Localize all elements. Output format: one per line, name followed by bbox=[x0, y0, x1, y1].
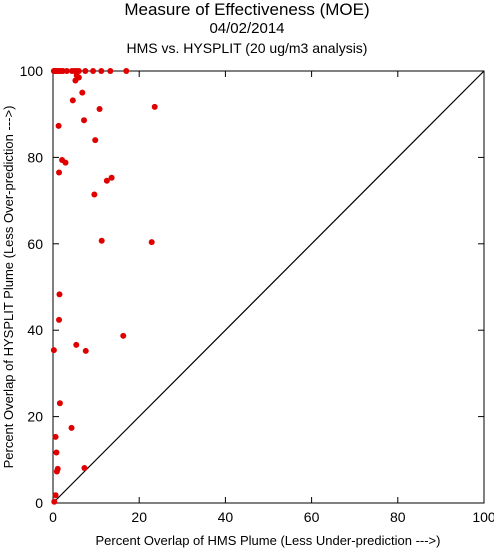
data-point bbox=[148, 239, 155, 246]
y-tick-label: 60 bbox=[27, 236, 43, 252]
data-point bbox=[98, 68, 105, 74]
data-point bbox=[92, 137, 99, 144]
data-point bbox=[52, 433, 59, 440]
x-axis-label: Percent Overlap of HMS Plume (Less Under… bbox=[96, 533, 441, 548]
data-point bbox=[90, 68, 97, 74]
data-point bbox=[96, 106, 103, 113]
plot-frame bbox=[52, 70, 485, 504]
axis-ticks: 0 20 40 60 80 100 0 20 40 60 80 100 bbox=[20, 63, 494, 525]
x-tick-label: 20 bbox=[131, 509, 147, 525]
data-point bbox=[56, 169, 63, 176]
data-point bbox=[56, 316, 63, 323]
data-point bbox=[107, 68, 114, 74]
data-point bbox=[81, 117, 88, 124]
data-point bbox=[68, 424, 75, 431]
y-tick-label: 20 bbox=[27, 409, 43, 425]
y-tick-label: 80 bbox=[27, 149, 43, 165]
chart-subtitle: HMS vs. HYSPLIT (20 ug/m3 analysis) bbox=[126, 40, 368, 56]
x-tick-label: 40 bbox=[218, 509, 234, 525]
data-point bbox=[79, 89, 86, 96]
chart-date: 04/02/2014 bbox=[209, 20, 285, 37]
data-point bbox=[82, 68, 89, 74]
y-tick-label: 40 bbox=[27, 322, 43, 338]
data-points bbox=[50, 68, 158, 505]
data-point bbox=[120, 332, 127, 339]
data-point bbox=[53, 449, 60, 456]
x-tick-label: 100 bbox=[472, 509, 494, 525]
data-point bbox=[98, 237, 105, 244]
data-point bbox=[56, 291, 63, 298]
data-point bbox=[123, 68, 130, 74]
data-point bbox=[108, 174, 115, 181]
data-point bbox=[72, 77, 79, 84]
data-point bbox=[55, 122, 62, 129]
data-point bbox=[51, 498, 58, 505]
data-point bbox=[53, 468, 60, 475]
data-point bbox=[62, 159, 69, 166]
data-point bbox=[81, 465, 88, 472]
y-axis-label: Percent Overlap of HYSPLIT Plume (Less O… bbox=[1, 106, 16, 469]
x-tick-label: 60 bbox=[304, 509, 320, 525]
data-point bbox=[91, 191, 98, 198]
y-tick-label: 100 bbox=[20, 63, 44, 79]
data-point bbox=[63, 68, 70, 74]
data-point bbox=[73, 341, 80, 348]
data-point bbox=[69, 97, 76, 104]
data-point bbox=[103, 177, 110, 184]
data-point bbox=[82, 347, 89, 354]
data-point bbox=[151, 103, 158, 110]
x-tick-label: 0 bbox=[49, 509, 57, 525]
data-point bbox=[56, 400, 63, 407]
data-point bbox=[52, 492, 59, 499]
x-tick-label: 80 bbox=[390, 509, 406, 525]
data-point bbox=[50, 347, 57, 354]
chart-title: Measure of Effectiveness (MOE) bbox=[124, 0, 370, 19]
y-tick-label: 0 bbox=[35, 495, 43, 511]
one-to-one-reference-line bbox=[52, 70, 485, 504]
